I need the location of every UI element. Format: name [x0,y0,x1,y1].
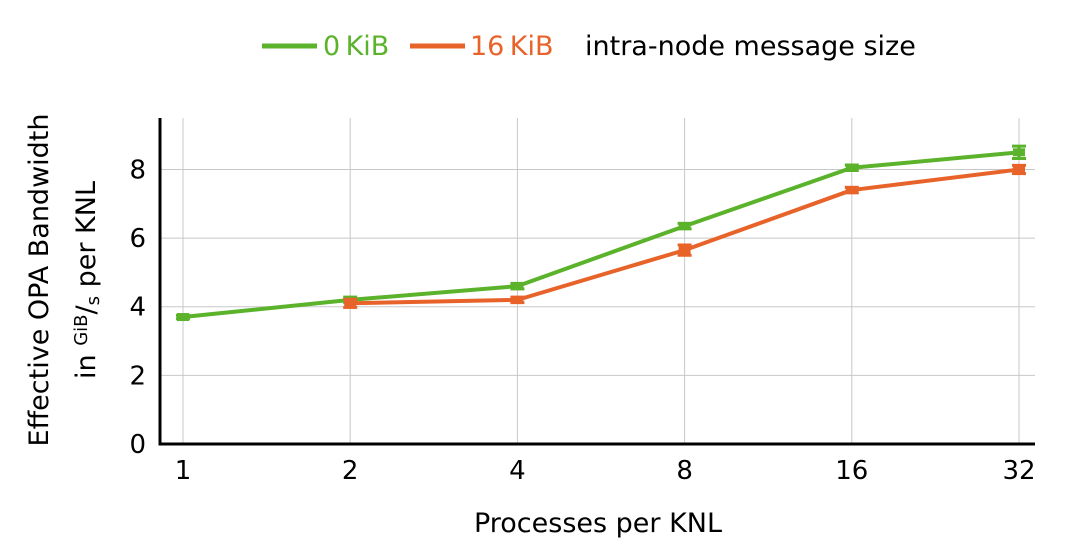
data-point [678,246,691,255]
series-0 [176,144,1026,322]
y-axis-title: Effective OPA Bandwidth [24,114,55,447]
x-tick-label-32: 32 [1002,456,1035,486]
data-point [845,186,858,195]
data-point [845,163,858,172]
y-tick-label-6: 6 [129,224,146,254]
x-tick-label-2: 2 [342,456,359,486]
x-axis-title: Processes per KNL [474,508,722,539]
data-point [511,282,524,291]
y-tick-label-8: 8 [129,155,146,185]
series-layer [176,144,1026,322]
data-point [177,313,189,322]
x-tick-label-1: 1 [175,456,192,486]
data-point [344,299,357,308]
y-tick-label-0: 0 [129,430,146,460]
legend-label-0kib: 0 KiB [323,31,389,62]
x-tick-label-4: 4 [509,456,526,486]
data-point [1013,148,1025,157]
legend: 0 KiB 16 KiB intra-node message size [262,31,916,62]
y-axis-unit-num: GiB [71,314,92,345]
x-tick-label-8: 8 [676,456,693,486]
data-point [678,222,691,231]
y-axis-unit-sep: / [71,304,102,314]
y-tick-labels: 0 2 4 6 8 [129,155,146,460]
legend-suffix: intra-node message size [585,31,916,62]
y-axis-unit-den: s [83,296,104,305]
data-point [1013,165,1025,174]
x-tick-labels: 1 2 4 8 16 32 [175,456,1036,486]
y-axis-title-line2: in GiB/s per KNL [71,181,104,379]
series-line-0 [182,150,1020,320]
legend-label-16kib: 16 KiB [470,31,553,62]
axes [158,118,1035,446]
y-axis-title-line1: Effective OPA Bandwidth [24,114,55,447]
series-1 [343,163,1026,309]
y-axis-title-prefix: in [71,346,102,379]
y-axis-title-2: in GiB/s per KNL [71,181,104,379]
y-tick-label-4: 4 [129,293,146,323]
y-tick-label-2: 2 [129,361,146,391]
grid [160,118,1035,444]
y-axis-title-suffix: per KNL [71,181,102,296]
x-tick-label-16: 16 [835,456,868,486]
data-point [511,295,524,304]
